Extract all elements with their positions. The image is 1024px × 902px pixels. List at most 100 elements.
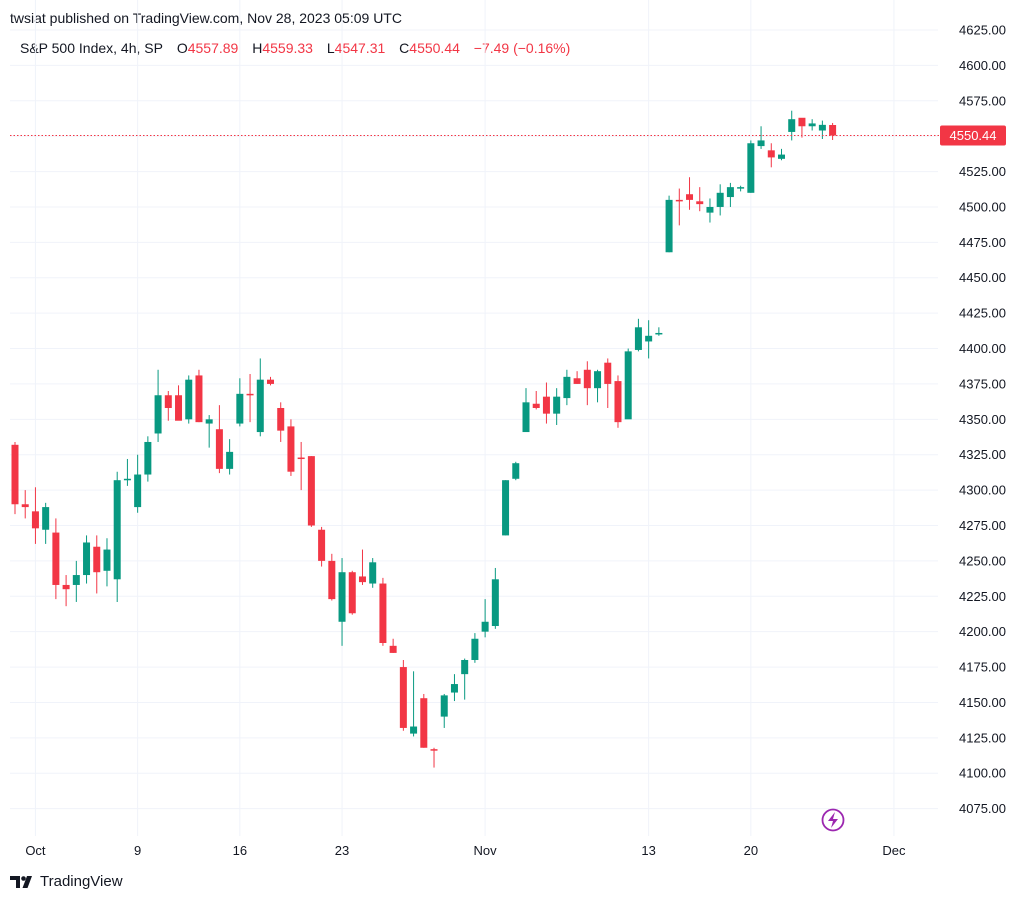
candle [62, 575, 70, 607]
time-axis[interactable]: Oct 9 16 23 Nov 13 20 Dec [25, 843, 906, 858]
candle [83, 535, 91, 584]
low-label: L [326, 40, 335, 56]
candle [829, 122, 837, 140]
candle [52, 518, 60, 600]
candle-body [205, 419, 213, 424]
candle [144, 436, 152, 482]
candle-body [215, 429, 223, 469]
y-tick-label: 4450.00 [959, 270, 1006, 285]
y-tick-label: 4100.00 [959, 766, 1006, 781]
candle-body [175, 395, 183, 421]
low-value: 4547.31 [334, 40, 386, 56]
grid-lines [10, 0, 938, 836]
symbol-name[interactable]: S&P 500 Index, 4h, SP [20, 40, 163, 56]
candle [491, 567, 499, 629]
candle-body [379, 583, 387, 643]
close-value: 4550.44 [409, 40, 460, 56]
y-tick-label: 4150.00 [959, 695, 1006, 710]
change-value: −7.49 (−0.16%) [473, 40, 571, 56]
candle [175, 385, 183, 421]
candle-body [747, 143, 755, 193]
candle-body [573, 378, 581, 384]
candle-body [471, 638, 479, 660]
candle [573, 371, 581, 384]
candle-body [277, 407, 285, 431]
candle [624, 348, 632, 420]
candle-body [481, 621, 489, 632]
tradingview-logo-icon [10, 875, 32, 888]
candle-body [358, 576, 366, 583]
candle-body [389, 645, 397, 653]
candle-body [144, 441, 152, 475]
candle [379, 577, 387, 646]
candle [31, 487, 39, 544]
candle [726, 182, 734, 207]
candle [72, 560, 80, 602]
candle-body [123, 478, 131, 481]
candle-body [461, 659, 469, 675]
candle-body [236, 393, 244, 424]
candle [706, 198, 714, 223]
y-tick-label: 4625.00 [959, 23, 1006, 38]
y-tick-label: 4500.00 [959, 199, 1006, 214]
candle-body [154, 395, 162, 434]
candle-body [726, 187, 734, 198]
lightning-icon[interactable] [821, 808, 845, 832]
tradingview-brand[interactable]: TradingView [10, 873, 123, 890]
candle-body [706, 206, 714, 213]
y-tick-label: 4250.00 [959, 553, 1006, 568]
candle-body [686, 194, 694, 200]
candle-body [594, 371, 602, 389]
candle-body [338, 572, 346, 622]
candle [553, 388, 561, 425]
candle-body [11, 444, 19, 505]
candle [716, 184, 724, 216]
candle-body [583, 369, 591, 389]
candle [369, 558, 377, 588]
candle [226, 439, 234, 475]
candle-body [267, 379, 274, 384]
y-tick-label: 4575.00 [959, 93, 1006, 108]
candle [440, 693, 448, 728]
candle [645, 320, 653, 359]
candle-body [410, 726, 418, 734]
candle [154, 369, 162, 442]
y-tick-label: 4525.00 [959, 164, 1006, 179]
candle-body [31, 511, 39, 529]
candle [594, 369, 602, 403]
price-axis[interactable]: 4625.004600.004575.004550.004525.004500.… [959, 23, 1006, 817]
candle-body [829, 125, 837, 136]
candle [461, 658, 469, 700]
candle [389, 638, 397, 653]
candle-body [195, 375, 203, 423]
y-tick-label: 4125.00 [959, 730, 1006, 745]
candle-body [369, 562, 377, 584]
close-label: C [399, 40, 410, 56]
candle-body [491, 579, 499, 627]
candle-body [440, 695, 448, 717]
candle-body [348, 572, 356, 614]
candle-body [21, 504, 29, 508]
candle [267, 376, 274, 386]
candle-body [226, 451, 234, 469]
open-value: 4557.89 [187, 40, 239, 56]
candle-body [655, 332, 663, 335]
brand-name: TradingView [40, 873, 123, 890]
candle-body [52, 532, 60, 585]
candle-body [256, 379, 264, 433]
candle [522, 388, 530, 433]
candle [215, 405, 223, 474]
candle-body [399, 667, 407, 728]
candle [808, 119, 816, 131]
candle [665, 195, 673, 253]
candle [420, 693, 428, 748]
publisher-line: twsiat published on TradingView.com, Nov… [10, 10, 402, 26]
candle-body [502, 480, 510, 536]
candle [410, 671, 418, 737]
candles [11, 110, 837, 768]
candle-body [83, 542, 91, 576]
candle-body [818, 124, 826, 131]
candle-body [767, 150, 775, 158]
y-tick-label: 4375.00 [959, 376, 1006, 391]
